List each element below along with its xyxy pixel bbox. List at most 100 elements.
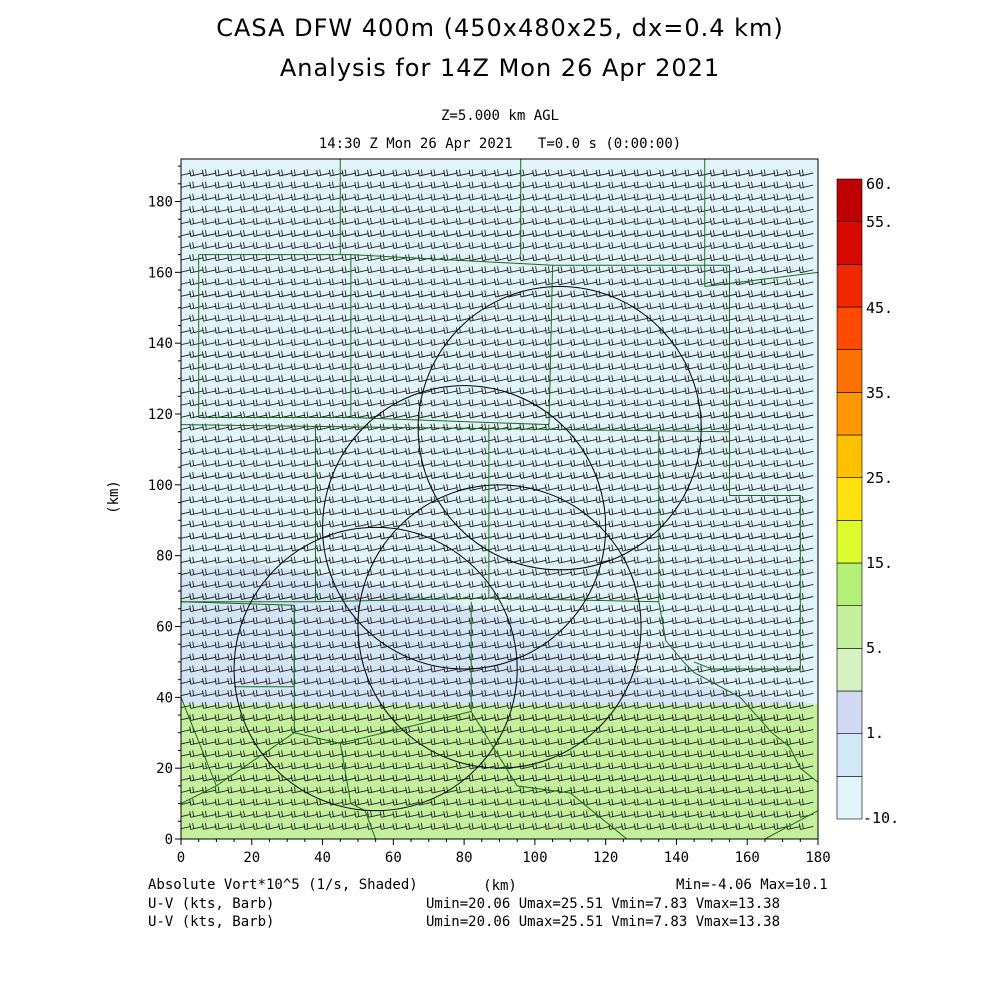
wind-barb xyxy=(684,302,700,310)
wind-barb xyxy=(697,399,712,407)
wind-barb xyxy=(773,375,789,383)
wind-barb xyxy=(379,229,395,237)
wind-barb xyxy=(532,326,547,334)
wind-barb xyxy=(468,411,484,419)
wind-barb xyxy=(506,229,522,237)
wind-barb xyxy=(265,326,281,334)
wind-barb xyxy=(443,314,458,322)
wind-barb xyxy=(227,169,242,177)
wind-barb xyxy=(316,205,331,213)
wind-barb xyxy=(201,459,217,467)
wind-barb xyxy=(557,242,573,250)
wind-barb xyxy=(316,326,331,334)
wind-barb xyxy=(570,290,585,298)
wind-barb xyxy=(240,169,255,177)
wind-barb xyxy=(443,205,458,213)
wind-barb xyxy=(240,205,255,213)
wind-barb xyxy=(519,363,535,371)
wind-barb xyxy=(189,302,204,310)
wind-barb xyxy=(392,302,408,310)
wind-barb xyxy=(494,471,509,479)
x-tick-label: 120 xyxy=(593,850,618,866)
wind-barb xyxy=(582,484,598,492)
wind-barb xyxy=(659,508,674,516)
wind-barb xyxy=(684,242,700,250)
wind-barb xyxy=(181,293,192,297)
wind-barb xyxy=(316,229,331,237)
wind-barb xyxy=(659,254,674,262)
wind-barb xyxy=(798,459,814,467)
wind-barb xyxy=(328,314,344,322)
wind-barb xyxy=(582,411,598,419)
wind-barb xyxy=(443,326,458,334)
wind-barb xyxy=(697,471,712,479)
wind-barb xyxy=(659,459,674,467)
wind-barb xyxy=(595,363,611,371)
wind-barb xyxy=(201,314,217,322)
wind-barb xyxy=(608,447,623,455)
wind-barb xyxy=(621,326,636,334)
wind-barb xyxy=(455,266,471,274)
wind-barb xyxy=(544,435,560,443)
wind-barb xyxy=(506,471,522,479)
wind-barb xyxy=(468,496,484,504)
wind-barb xyxy=(303,229,319,237)
wind-barb xyxy=(773,326,789,334)
wind-barb xyxy=(455,471,471,479)
wind-barb xyxy=(544,484,560,492)
wind-barb xyxy=(519,302,535,310)
wind-barb xyxy=(582,471,598,479)
wind-barb xyxy=(735,399,750,407)
wind-barb xyxy=(379,520,395,528)
wind-barb xyxy=(354,290,369,298)
wind-barb xyxy=(455,302,471,310)
wind-barb xyxy=(430,193,446,201)
wind-barb xyxy=(265,302,281,310)
wind-barb xyxy=(240,266,255,274)
x-tick-label: 60 xyxy=(385,850,402,866)
wind-barb xyxy=(354,387,369,395)
wind-barb xyxy=(405,181,420,189)
wind-barb xyxy=(646,193,662,201)
wind-barb xyxy=(671,217,687,225)
wind-barb xyxy=(227,266,242,274)
wind-barb xyxy=(354,326,369,334)
wind-barb xyxy=(506,496,522,504)
wind-barb xyxy=(443,484,458,492)
wind-barb xyxy=(709,508,725,516)
wind-barb xyxy=(773,314,789,322)
wind-barb xyxy=(697,459,712,467)
wind-barb xyxy=(417,242,433,250)
wind-barb xyxy=(646,169,662,177)
wind-barb xyxy=(671,435,687,443)
wind-barb xyxy=(659,484,674,492)
wind-barb xyxy=(557,508,573,516)
wind-barb xyxy=(532,181,547,189)
wind-barb xyxy=(405,459,420,467)
wind-barb xyxy=(278,254,293,262)
wind-barb xyxy=(303,290,319,298)
wind-barb xyxy=(570,520,585,528)
wind-barb xyxy=(189,508,204,516)
wind-barb xyxy=(582,266,598,274)
wind-barb xyxy=(494,411,509,419)
wind-barb xyxy=(214,326,230,334)
wind-barb xyxy=(430,387,446,395)
wind-barb xyxy=(443,447,458,455)
wind-barb xyxy=(201,508,217,516)
wind-barb xyxy=(582,496,598,504)
wind-barb xyxy=(760,520,776,528)
wind-barb xyxy=(240,338,255,346)
wind-barb xyxy=(181,450,192,455)
wind-barb xyxy=(328,254,344,262)
wind-barb xyxy=(405,266,420,274)
wind-barb xyxy=(709,169,725,177)
wind-barb xyxy=(354,181,369,189)
wind-barb xyxy=(290,229,306,237)
wind-barb xyxy=(621,242,636,250)
wind-barb xyxy=(379,496,395,504)
wind-barb xyxy=(201,375,217,383)
wind-barb xyxy=(671,169,687,177)
wind-barb xyxy=(278,205,293,213)
wind-barb xyxy=(748,254,763,262)
